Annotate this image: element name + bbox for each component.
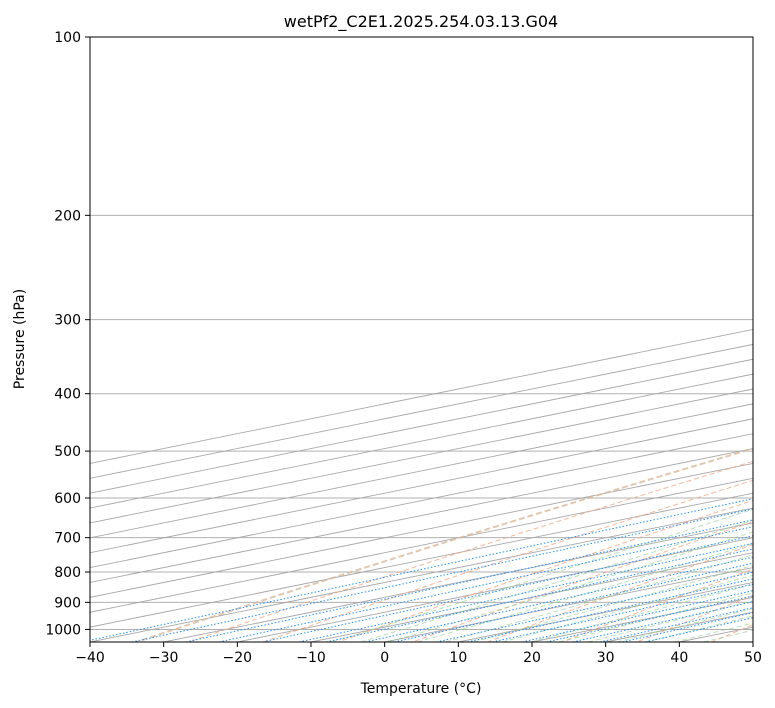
y-tick-label: 100 [54,30,81,46]
y-tick-label: 300 [54,313,81,329]
isotherm-line [752,641,753,642]
mixing-ratio-line [299,542,753,642]
isotherm-line [90,418,753,554]
mixing-ratio-line [185,519,753,642]
moist-adiabat-line [502,574,753,642]
x-tick-label: −10 [296,650,326,666]
dry-adiabat-line [412,521,753,642]
mixing-ratio-line [492,583,753,642]
x-tick-label: 30 [597,650,615,666]
x-tick-label: 0 [380,650,389,666]
mixing-ratio-line [262,535,753,642]
mixing-ratio-line [131,508,753,642]
x-tick-label: 10 [449,650,467,666]
mixing-ratio-line [90,498,753,641]
isotherm-line [90,329,753,464]
x-tick-label: −40 [75,650,105,666]
moist-adiabat-line [417,543,753,642]
isotherm-line [237,537,753,642]
y-tick-label: 800 [54,565,81,581]
y-tick-label: 500 [54,444,81,460]
y-tick-label: 700 [54,531,81,547]
y-tick-label: 400 [54,387,81,403]
x-tick-label: −30 [149,650,179,666]
y-tick-label: 200 [54,208,81,224]
moist-adiabat-line [445,554,753,642]
isotherm-line [90,492,753,628]
plot-frame [89,36,754,643]
x-tick-label: 40 [670,650,688,666]
isotherm-line [90,433,753,569]
x-tick-label: 50 [744,650,762,666]
x-tick-label: −20 [223,650,253,666]
mixing-ratio-line [436,571,753,642]
isotherm-line [90,462,753,598]
y-tick-label: 900 [54,595,81,611]
y-axis-label: Pressure (hPa) [12,289,28,389]
plot-background [90,37,753,642]
mixing-ratio-line [467,578,753,642]
isotherm-line [90,477,753,613]
y-tick-label: 600 [54,491,81,507]
mixing-ratio-line [394,562,753,642]
chart-title: wetPf2_C2E1.2025.254.03.13.G04 [284,12,558,32]
x-axis-label: Temperature (°C) [360,681,482,697]
isotherm-line [90,448,753,583]
moist-adiabat-line [360,519,753,642]
y-tick-label: 1000 [45,622,81,638]
moist-adiabat-line [559,592,753,642]
isotherm-line [163,522,753,642]
dry-adiabat-line [263,479,753,642]
x-tick-label: 20 [523,650,541,666]
mixing-ratio-line [365,556,753,642]
isotherm-line [90,507,753,642]
